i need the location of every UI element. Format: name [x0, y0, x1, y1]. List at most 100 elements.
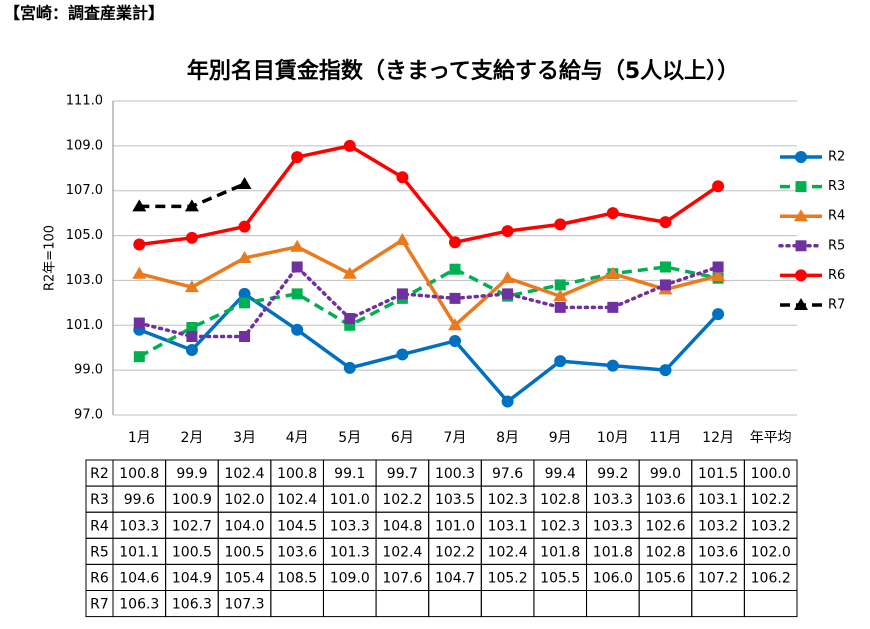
table-value: 100.5 — [172, 544, 212, 560]
point-marker — [185, 231, 198, 244]
table-value: 102.0 — [751, 544, 791, 560]
point-marker — [342, 266, 357, 279]
table-value: 104.8 — [382, 518, 422, 534]
point-marker — [607, 301, 619, 313]
table-value: 104.6 — [119, 570, 159, 586]
table-value: 100.0 — [751, 466, 791, 482]
table-value: 102.4 — [277, 492, 317, 508]
y-axis-label: R2年=100 — [43, 225, 58, 291]
point-marker — [238, 287, 251, 300]
legend-marker — [794, 298, 808, 310]
table-value: 97.6 — [492, 466, 523, 482]
x-tick-label: 5月 — [338, 430, 361, 446]
table-value: 102.6 — [645, 518, 685, 534]
legend-label: R5 — [828, 238, 845, 253]
table-value: 101.1 — [119, 544, 159, 560]
x-tick-label: 11月 — [650, 430, 682, 446]
table-value: 100.5 — [224, 544, 264, 560]
table-value: 105.5 — [540, 570, 580, 586]
table-value: 103.3 — [330, 518, 370, 534]
point-marker — [554, 218, 567, 231]
table-row-label: R5 — [90, 544, 109, 560]
table-value: 99.2 — [597, 466, 628, 482]
table-row-label: R6 — [90, 570, 109, 586]
series-line — [138, 292, 720, 404]
table-value: 103.6 — [645, 492, 685, 508]
legend-marker — [794, 209, 808, 222]
table-value: 103.3 — [593, 492, 633, 508]
table-value: 99.9 — [176, 466, 207, 482]
table-value: 102.8 — [540, 492, 580, 508]
y-tick-label: 107.0 — [66, 183, 103, 198]
table-cell — [691, 590, 745, 618]
point-marker — [449, 334, 461, 347]
point-marker — [554, 301, 566, 313]
table-value: 106.0 — [593, 570, 633, 586]
table-value: 99.1 — [334, 466, 365, 482]
table-value: 105.4 — [224, 570, 264, 586]
x-tick-label: 7月 — [444, 430, 467, 446]
table-value: 105.2 — [488, 570, 528, 586]
table-value: 104.7 — [435, 570, 475, 586]
table-row-label: R7 — [90, 597, 109, 613]
table-cell — [638, 590, 693, 618]
legend-label: R3 — [828, 179, 845, 194]
table-value: 102.7 — [172, 518, 212, 534]
series-line — [137, 265, 720, 339]
y-tick-label: 101.0 — [66, 318, 103, 333]
point-marker — [184, 199, 199, 212]
point-marker — [239, 297, 251, 309]
x-tick-label: 9月 — [549, 430, 572, 446]
table-value: 102.4 — [488, 544, 528, 560]
table-cell — [270, 590, 324, 618]
point-marker — [291, 261, 303, 273]
point-marker — [343, 361, 356, 374]
point-marker — [344, 319, 356, 331]
table-value: 99.0 — [650, 466, 681, 482]
table-value: 107.3 — [224, 597, 264, 613]
table-value: 102.4 — [382, 544, 422, 560]
x-tick-label: 8月 — [496, 430, 519, 446]
y-tick-label: 103.0 — [66, 273, 103, 288]
table-value: 106.2 — [751, 570, 791, 586]
point-marker — [343, 139, 356, 152]
table-value: 108.5 — [277, 570, 317, 586]
table-cell — [428, 590, 482, 618]
table-value: 105.6 — [645, 570, 685, 586]
table-value: 109.0 — [330, 570, 370, 586]
table-value: 103.3 — [593, 518, 633, 534]
chart-title: 年別名目賃金指数（きまって支給する給与（5人以上）） — [187, 58, 739, 84]
table-value: 103.6 — [277, 544, 317, 560]
point-marker — [132, 266, 147, 279]
table-cell — [586, 590, 640, 618]
table-cell — [375, 590, 430, 618]
table-value: 100.8 — [119, 466, 159, 482]
table-value: 101.3 — [330, 544, 370, 560]
point-marker — [501, 225, 514, 238]
point-marker — [449, 263, 461, 275]
table-value: 99.6 — [124, 492, 155, 508]
point-marker — [606, 207, 619, 220]
point-marker — [290, 239, 305, 252]
table-cell — [533, 590, 588, 618]
table-value: 106.3 — [172, 597, 212, 613]
point-marker — [712, 308, 725, 321]
table-value: 103.3 — [119, 518, 159, 534]
table-cell — [480, 590, 535, 618]
y-tick-label: 111.0 — [66, 94, 103, 109]
point-marker — [553, 289, 568, 302]
point-marker — [605, 266, 620, 279]
point-marker — [500, 271, 515, 284]
point-marker — [711, 268, 726, 281]
legend-marker — [795, 240, 807, 252]
table-value: 101.0 — [435, 518, 475, 534]
table-cell — [743, 590, 798, 618]
point-marker — [712, 261, 724, 273]
table-value: 103.1 — [488, 518, 528, 534]
y-tick-label: 97.0 — [74, 408, 103, 423]
table-value: 103.6 — [698, 544, 738, 560]
point-marker — [712, 180, 725, 193]
legend-marker — [795, 181, 807, 193]
point-marker — [659, 279, 671, 291]
table-value: 102.2 — [382, 492, 422, 508]
